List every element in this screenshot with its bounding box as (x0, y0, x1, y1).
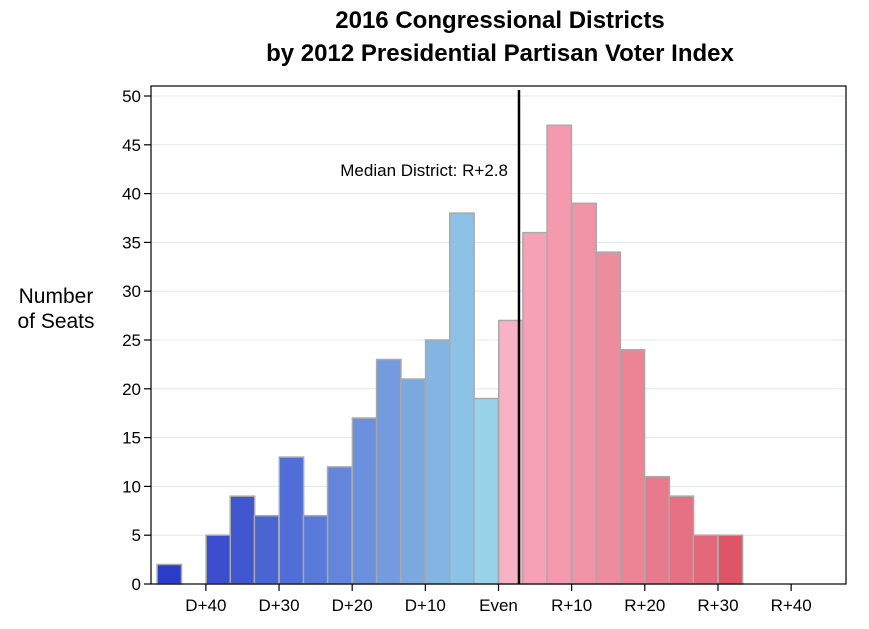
histogram-bar-20 (644, 475, 671, 585)
x-tick-label-1: D+30 (258, 596, 299, 615)
histogram-bar-21 (668, 495, 695, 585)
histogram-bar-11 (424, 339, 451, 585)
x-tick-label-0: D+40 (185, 596, 226, 615)
y-tick-label-40: 40 (122, 185, 141, 204)
y-axis-label-line-2: of Seats (17, 310, 95, 333)
histogram-bar-7 (326, 466, 353, 585)
axis-layer: 0 5 10 15 20 25 30 35 40 45 50 D+40 D+30 D+20 D+10 Even… (122, 85, 847, 615)
histogram-bar-8 (351, 417, 378, 585)
histogram-bar-23 (717, 534, 744, 585)
x-tick-label-8: R+40 (771, 596, 812, 615)
bar-layer (156, 124, 744, 585)
histogram-bar-18 (595, 251, 622, 585)
y-axis-label-line-1: Number (18, 285, 94, 308)
y-tick-label-45: 45 (122, 136, 141, 155)
y-tick-label-20: 20 (122, 380, 141, 399)
x-tick-label-5: R+10 (551, 596, 592, 615)
histogram-bar-9 (375, 358, 402, 585)
x-tick-label-2: D+20 (332, 596, 373, 615)
histogram-bar-13 (473, 397, 500, 585)
histogram-bar-19 (619, 349, 646, 585)
x-tick-label-4: Even (479, 596, 518, 615)
chart-title-line-2: by 2012 Presidential Partisan Voter Inde… (266, 40, 734, 67)
y-tick-label-30: 30 (122, 282, 141, 301)
histogram-bar-5 (278, 456, 305, 585)
y-tick-label-25: 25 (122, 331, 141, 350)
histogram-bar-3 (229, 495, 256, 585)
y-tick-label-15: 15 (122, 429, 141, 448)
y-tick-label-50: 50 (122, 87, 141, 106)
histogram-bar-10 (399, 378, 426, 585)
y-tick-label-0: 0 (132, 575, 141, 594)
histogram-bar-15 (522, 231, 549, 585)
histogram-bar-2 (205, 534, 232, 585)
histogram-bar-6 (302, 514, 329, 585)
histogram-bar-16 (546, 124, 573, 585)
x-tick-label-3: D+10 (405, 596, 446, 615)
y-tick-label-35: 35 (122, 233, 141, 252)
histogram-bar-17 (571, 202, 598, 585)
histogram-bar-4 (253, 514, 280, 585)
x-tick-label-6: R+20 (624, 596, 665, 615)
histogram-bar-0 (156, 563, 183, 585)
y-tick-label-10: 10 (122, 477, 141, 496)
median-annotation: Median District: R+2.8 (340, 161, 508, 180)
histogram-bar-12 (448, 212, 475, 585)
chart-title-line-1: 2016 Congressional Districts (335, 7, 665, 34)
x-tick-label-7: R+30 (697, 596, 738, 615)
annotation-layer: Median District: R+2.8 (340, 90, 521, 584)
histogram-bar-22 (692, 534, 719, 585)
y-tick-label-5: 5 (132, 526, 141, 545)
